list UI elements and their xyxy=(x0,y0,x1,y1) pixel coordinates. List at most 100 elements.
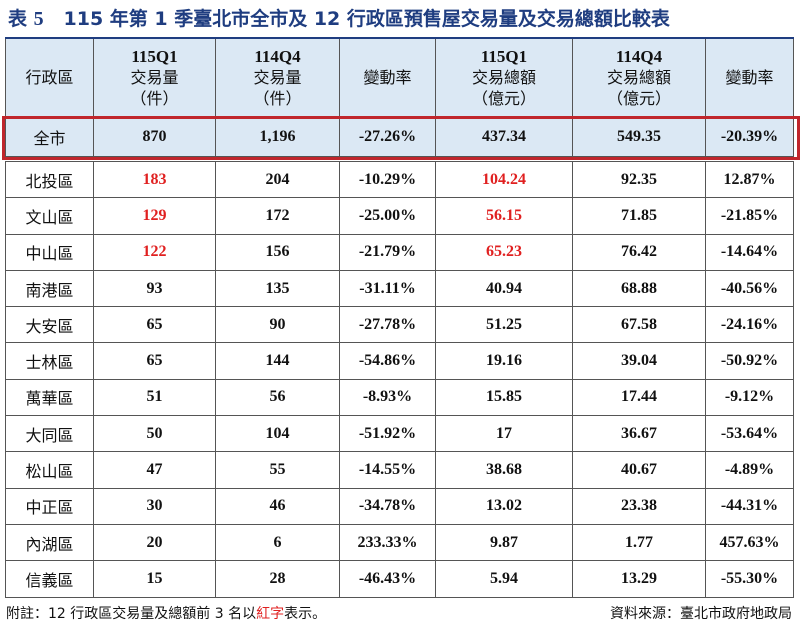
total-volume-q1-cell: 870 xyxy=(93,116,216,157)
total-amount-q4-cell: 549.35 xyxy=(572,116,706,157)
volume-change-cell: -10.29% xyxy=(339,160,436,199)
volume-change-cell: -21.79% xyxy=(339,233,436,271)
volume-q4-cell: 172 xyxy=(215,197,340,235)
column-header-line: 交易量 xyxy=(253,68,302,87)
amount-q4-cell: 17.44 xyxy=(572,378,706,417)
table-row: 北投區 183 204 -10.29% 104.24 92.35 12.87% xyxy=(5,160,794,199)
amount-change-cell: -40.56% xyxy=(705,269,794,308)
volume-change-cell: -25.00% xyxy=(339,197,436,235)
column-header-line: （億元） xyxy=(471,89,536,108)
volume-change-cell: -27.78% xyxy=(339,306,436,344)
amount-change-cell: -55.30% xyxy=(705,560,794,598)
volume-change-cell: 233.33% xyxy=(339,523,436,562)
district-cell: 南港區 xyxy=(5,269,94,308)
amount-q1-cell: 5.94 xyxy=(435,560,573,598)
amount-q4-cell: 68.88 xyxy=(572,269,706,308)
table-row: 中山區 122 156 -21.79% 65.23 76.42 -14.64% xyxy=(5,233,794,271)
footnote: 附註：12 行政區交易量及總額前 3 名以紅字表示。 xyxy=(6,604,326,624)
district-cell: 大同區 xyxy=(5,415,94,453)
table-title-prefix: 表 xyxy=(8,8,28,30)
volume-q1-cell: 47 xyxy=(93,451,216,489)
volume-change-cell: -51.92% xyxy=(339,415,436,453)
volume-change-cell: -31.11% xyxy=(339,269,436,308)
column-header: 變動率 xyxy=(705,37,794,118)
table-row: 松山區 47 55 -14.55% 38.68 40.67 -4.89% xyxy=(5,451,794,489)
volume-change-cell: -34.78% xyxy=(339,487,436,525)
table-row: 士林區 65 144 -54.86% 19.16 39.04 -50.92% xyxy=(5,342,794,380)
volume-q1-cell: 129 xyxy=(93,197,216,235)
district-cell: 文山區 xyxy=(5,197,94,235)
amount-change-cell: -44.31% xyxy=(705,487,794,525)
amount-q1-cell: 65.23 xyxy=(435,233,573,271)
table-row: 中正區 30 46 -34.78% 13.02 23.38 -44.31% xyxy=(5,487,794,525)
volume-q1-cell: 65 xyxy=(93,306,216,344)
district-cell: 北投區 xyxy=(5,160,94,199)
amount-q1-cell: 17 xyxy=(435,415,573,453)
volume-q4-cell: 90 xyxy=(215,306,340,344)
column-header: 115Q1 交易量 （件） xyxy=(93,37,216,118)
volume-q1-cell: 93 xyxy=(93,269,216,308)
table-row: 內湖區 20 6 233.33% 9.87 1.77 457.63% xyxy=(5,523,794,562)
column-header-line: 114Q4 xyxy=(615,47,663,66)
total-amount-q1-cell: 437.34 xyxy=(435,116,573,157)
column-header-line: 115Q1 xyxy=(480,47,528,66)
amount-q1-cell: 15.85 xyxy=(435,378,573,417)
amount-change-cell: -24.16% xyxy=(705,306,794,344)
amount-q4-cell: 76.42 xyxy=(572,233,706,271)
total-row: 全市 870 1,196 -27.26% 437.34 549.35 -20.3… xyxy=(5,116,794,157)
column-header-line: 交易總額 xyxy=(471,68,536,87)
source-note: 資料來源：臺北市政府地政局 xyxy=(610,606,792,622)
amount-q1-cell: 51.25 xyxy=(435,306,573,344)
volume-q1-cell: 122 xyxy=(93,233,216,271)
volume-q1-cell: 51 xyxy=(93,378,216,417)
volume-q1-cell: 20 xyxy=(93,523,216,562)
amount-change-cell: -53.64% xyxy=(705,415,794,453)
amount-q4-cell: 67.58 xyxy=(572,306,706,344)
table-title: 表 5 115 年第 1 季臺北市全市及 12 行政區預售屋交易量及交易總額比較… xyxy=(8,5,670,33)
table-row: 南港區 93 135 -31.11% 40.94 68.88 -40.56% xyxy=(5,269,794,308)
total-volume-q4-cell: 1,196 xyxy=(215,116,340,157)
volume-q1-cell: 183 xyxy=(93,160,216,199)
volume-change-cell: -8.93% xyxy=(339,378,436,417)
volume-q4-cell: 104 xyxy=(215,415,340,453)
amount-change-cell: -50.92% xyxy=(705,342,794,380)
table-row: 萬華區 51 56 -8.93% 15.85 17.44 -9.12% xyxy=(5,378,794,417)
amount-q4-cell: 92.35 xyxy=(572,160,706,199)
volume-q4-cell: 6 xyxy=(215,523,340,562)
amount-q4-cell: 13.29 xyxy=(572,560,706,598)
table-row: 信義區 15 28 -46.43% 5.94 13.29 -55.30% xyxy=(5,560,794,598)
table-row: 大同區 50 104 -51.92% 17 36.67 -53.64% xyxy=(5,415,794,453)
amount-q4-cell: 23.38 xyxy=(572,487,706,525)
volume-q4-cell: 28 xyxy=(215,560,340,598)
volume-q4-cell: 204 xyxy=(215,160,340,199)
column-header-line: 交易量 xyxy=(130,68,179,87)
volume-q4-cell: 144 xyxy=(215,342,340,380)
district-cell: 松山區 xyxy=(5,451,94,489)
volume-change-cell: -54.86% xyxy=(339,342,436,380)
volume-q4-cell: 56 xyxy=(215,378,340,417)
amount-q4-cell: 36.67 xyxy=(572,415,706,453)
column-header: 115Q1 交易總額 （億元） xyxy=(435,37,573,118)
amount-q4-cell: 39.04 xyxy=(572,342,706,380)
footnote-highlight: 紅字 xyxy=(256,606,285,622)
district-cell: 萬華區 xyxy=(5,378,94,417)
presale-transaction-table: 行政區 115Q1 交易量 （件） 114Q4 交易量 （件） 變動率 115Q1 交易總額 （億元… xyxy=(5,37,794,598)
total-district-cell: 全市 xyxy=(5,116,94,157)
column-header: 114Q4 交易量 （件） xyxy=(215,37,340,118)
volume-q4-cell: 156 xyxy=(215,233,340,271)
amount-q1-cell: 9.87 xyxy=(435,523,573,562)
district-cell: 內湖區 xyxy=(5,523,94,562)
amount-q4-cell: 1.77 xyxy=(572,523,706,562)
volume-q1-cell: 15 xyxy=(93,560,216,598)
column-header-line: （億元） xyxy=(606,89,671,108)
volume-q4-cell: 135 xyxy=(215,269,340,308)
amount-q4-cell: 71.85 xyxy=(572,197,706,235)
column-header-line: 交易總額 xyxy=(606,68,671,87)
volume-change-cell: -46.43% xyxy=(339,560,436,598)
table-title-number: 5 xyxy=(33,8,44,30)
column-header-line: （件） xyxy=(130,89,179,108)
volume-q1-cell: 50 xyxy=(93,415,216,453)
footnote-prefix: 附註：12 行政區交易量及總額前 3 名以 xyxy=(6,606,257,622)
column-header: 變動率 xyxy=(339,37,436,118)
volume-q4-cell: 46 xyxy=(215,487,340,525)
